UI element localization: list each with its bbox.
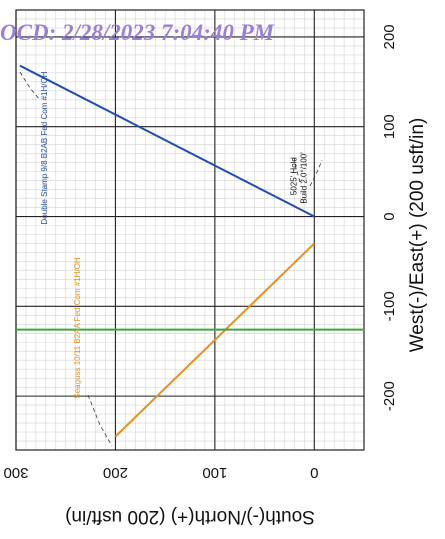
x-tick-label: 200 [103, 464, 128, 481]
series-line-1 [114, 242, 315, 438]
ocd-stamp: OCD: 2/28/2023 7:04:40 PM [0, 20, 276, 45]
y-tick-labels: -200 -100 0 100 200 [381, 24, 398, 411]
leader-seaguss [87, 394, 113, 447]
y-axis-title: West(-)/East(+) (200 usft/in) [407, 118, 428, 353]
x-tick-label: 100 [202, 464, 227, 481]
label-guides [19, 71, 323, 447]
leader-double-stamp [19, 71, 41, 101]
x-tick-label: 0 [310, 464, 318, 481]
x-tick-labels: 0 100 200 300 [3, 464, 318, 481]
annotation-hold: 5025' Hold [290, 157, 299, 195]
plot-frame [15, 9, 365, 451]
x-axis-title: South(-)/North(+) (200 usft/in) [65, 506, 315, 527]
y-tick-label: -200 [381, 381, 398, 411]
series-label-seaguss: Seaguss 10/11 B2AA Fed Com #1H/OH [73, 257, 82, 398]
annotation-build: Build 2.0°/100' [299, 152, 308, 204]
y-tick-label: 0 [381, 212, 398, 220]
y-tick-label: -100 [381, 291, 398, 321]
leader-hold [293, 157, 301, 183]
x-tick-label: 300 [3, 464, 28, 481]
y-tick-label: 100 [381, 114, 398, 139]
series-line-0 [19, 64, 315, 218]
leader-build [309, 159, 323, 187]
y-tick-label: 200 [381, 24, 398, 49]
series-label-double-stamp: Double Stamp 9/8 B2AB Fed Com #1H/OH [40, 71, 49, 224]
series-layer [16, 64, 364, 438]
